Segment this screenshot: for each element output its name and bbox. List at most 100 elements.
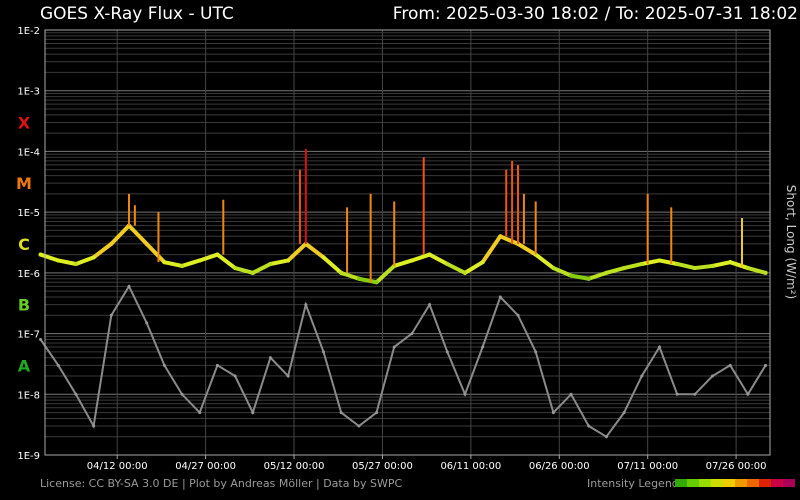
long-point — [462, 270, 467, 275]
legend-swatch — [771, 479, 783, 487]
long-point — [250, 270, 255, 275]
short-point — [268, 356, 272, 360]
long-point — [745, 266, 750, 271]
long-segment — [445, 261, 467, 275]
long-segment — [657, 258, 680, 266]
long-point — [356, 276, 361, 281]
legend-swatch — [687, 479, 699, 487]
y-tick-label: 1E-4 — [17, 147, 40, 158]
long-point — [38, 252, 43, 257]
short-point — [233, 374, 237, 378]
short-point — [481, 345, 485, 349]
short-point — [92, 424, 96, 428]
peaks — [127, 148, 743, 283]
long-segment — [745, 266, 768, 275]
short-point — [675, 392, 679, 396]
legend-swatch — [735, 479, 747, 487]
short-point — [728, 363, 732, 367]
long-segment — [215, 252, 238, 271]
flare-class-labels: X M C B A — [16, 113, 32, 375]
short-point — [551, 411, 555, 415]
intensity-legend-label: Intensity Legend — [587, 477, 679, 490]
long-segment — [533, 252, 556, 271]
long-segment — [73, 255, 96, 266]
short-point — [286, 374, 290, 378]
long-point — [215, 252, 220, 257]
long-point — [692, 266, 697, 271]
long-point — [339, 270, 344, 275]
long-segment — [586, 270, 609, 281]
series-long — [38, 223, 768, 285]
short-point — [534, 350, 538, 354]
short-point — [304, 303, 308, 307]
grid — [45, 30, 770, 456]
long-segment — [462, 260, 485, 275]
long-segment — [374, 263, 397, 285]
short-point — [463, 392, 467, 396]
flare-class-m: M — [16, 174, 32, 193]
long-segment — [339, 270, 361, 281]
long-point — [197, 258, 202, 263]
y-tick-label: 1E-7 — [17, 330, 40, 341]
long-point — [321, 255, 326, 260]
legend-swatch — [711, 479, 723, 487]
long-segment — [516, 241, 538, 257]
short-point — [145, 321, 149, 325]
x-tick-label: 04/27 00:00 — [175, 461, 236, 472]
long-segment — [604, 266, 627, 275]
intensity-legend — [675, 479, 795, 487]
long-point — [728, 260, 733, 265]
long-segment — [197, 252, 220, 263]
long-point — [427, 252, 432, 257]
short-point — [339, 411, 343, 415]
flare-class-c: C — [18, 235, 30, 254]
long-segment — [427, 252, 450, 266]
long-segment — [409, 252, 432, 263]
short-point — [587, 424, 591, 428]
long-segment — [321, 255, 344, 275]
long-segment — [303, 241, 326, 260]
long-point — [675, 261, 680, 266]
long-point — [639, 261, 644, 266]
short-point — [109, 313, 113, 317]
long-segment — [498, 234, 521, 246]
short-point — [693, 392, 697, 396]
short-point — [56, 363, 60, 367]
long-segment — [233, 266, 255, 275]
x-tick-label: 05/12 00:00 — [264, 461, 325, 472]
long-segment — [286, 241, 308, 263]
x-tick-label: 07/26 00:00 — [706, 461, 767, 472]
long-segment — [551, 266, 574, 278]
y-tick-label: 1E-3 — [17, 87, 40, 98]
long-point — [409, 258, 414, 263]
short-point — [640, 374, 644, 378]
legend-swatch — [723, 479, 735, 487]
long-segment — [126, 223, 149, 246]
long-point — [286, 258, 291, 263]
series-short — [39, 284, 768, 439]
x-tick-label: 06/26 00:00 — [529, 461, 590, 472]
long-point — [91, 255, 96, 260]
long-segment — [268, 258, 291, 266]
short-point — [39, 337, 43, 341]
long-segment — [356, 276, 379, 285]
short-point — [604, 435, 608, 439]
short-point — [764, 363, 768, 367]
x-tick-label: 04/12 00:00 — [87, 461, 148, 472]
long-point — [162, 260, 167, 265]
short-point — [215, 363, 219, 367]
plot-frame — [44, 29, 771, 456]
date-range: From: 2025-03-30 18:02 / To: 2025-07-31 … — [392, 4, 798, 24]
long-segment — [710, 260, 733, 268]
long-segment — [180, 258, 202, 268]
long-segment — [109, 223, 131, 246]
long-segment — [91, 241, 114, 260]
long-point — [657, 258, 662, 263]
short-point — [392, 345, 396, 349]
legend-swatch — [675, 479, 687, 487]
long-point — [710, 263, 715, 268]
y-tick-label: 1E-8 — [17, 390, 40, 401]
long-point — [622, 266, 627, 271]
y-axis-label: Short, Long (W/m²) — [784, 185, 798, 299]
long-point — [480, 260, 485, 265]
